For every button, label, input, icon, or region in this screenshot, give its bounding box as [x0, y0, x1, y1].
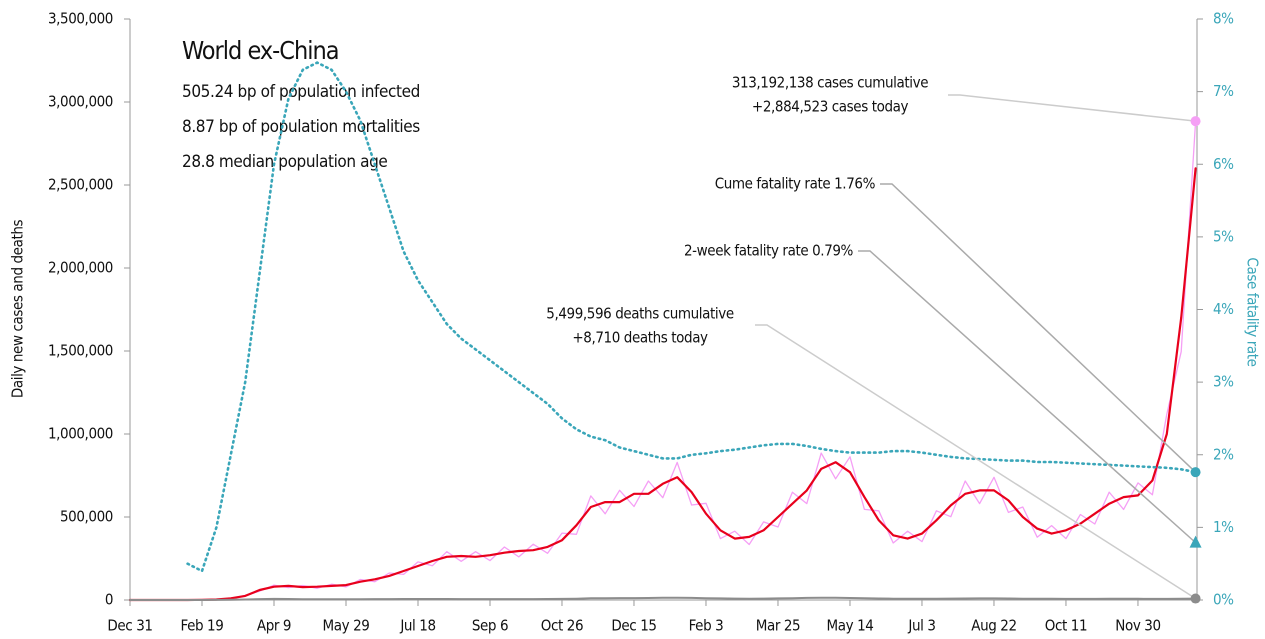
x-tick-label: Sep 6 [472, 617, 508, 635]
x-tick-label: Dec 15 [611, 617, 656, 635]
annotation: +8,710 deaths today [572, 329, 708, 347]
y-tick-label: 500,000 [60, 508, 113, 526]
y2-tick-label: 1% [1213, 518, 1234, 536]
y-tick-label: 0 [105, 591, 113, 609]
leader-line [755, 324, 1196, 600]
y-tick-label: 3,000,000 [48, 93, 113, 111]
x-tick-label: Apr 9 [257, 617, 291, 635]
y-axis-label: Daily new cases and deaths [9, 220, 27, 399]
end-marker [1190, 116, 1201, 127]
x-tick-label: Jul 3 [907, 617, 935, 635]
y2-tick-label: 6% [1213, 155, 1234, 173]
chart-title: World ex-China [182, 36, 339, 65]
series-line [128, 167, 1197, 602]
x-tick-label: Nov 30 [1115, 617, 1160, 635]
x-tick-label: Dec 31 [107, 617, 152, 635]
end-marker [1190, 467, 1201, 478]
y-tick-label: 1,500,000 [48, 342, 113, 360]
annotation: 2-week fatality rate 0.79% [684, 242, 854, 260]
leader-line [880, 183, 1197, 473]
y-tick-label: 2,000,000 [48, 259, 113, 277]
y2-tick-label: 3% [1213, 373, 1234, 391]
annotation: +2,884,523 cases today [752, 98, 909, 116]
subtitle: 505.24 bp of population infected [182, 82, 420, 102]
x-tick-label: Feb 19 [181, 617, 224, 635]
x-tick-label: Jul 18 [399, 617, 435, 635]
y2-tick-label: 7% [1213, 82, 1234, 100]
end-marker [1190, 593, 1201, 604]
y-tick-label: 2,500,000 [48, 176, 113, 194]
end-marker [1189, 535, 1202, 548]
x-tick-label: Aug 22 [971, 617, 1016, 635]
y-tick-label: 3,500,000 [48, 10, 113, 28]
y2-tick-label: 0% [1213, 591, 1234, 609]
annotation: 5,499,596 deaths cumulative [546, 305, 734, 323]
y2-tick-label: 8% [1213, 10, 1234, 28]
y2-tick-label: 2% [1213, 445, 1234, 463]
subtitle: 28.8 median population age [182, 152, 387, 172]
leader-line [948, 94, 1196, 122]
x-tick-label: May 29 [323, 617, 370, 635]
y-tick-label: 1,000,000 [48, 425, 113, 443]
y2-tick-label: 5% [1213, 227, 1234, 245]
x-tick-label: Feb 3 [689, 617, 724, 635]
series-line [129, 596, 1197, 601]
x-tick-label: May 14 [826, 617, 873, 635]
series-line [186, 61, 1197, 573]
y2-axis-label: Case fatality rate [1244, 257, 1262, 366]
subtitle: 8.87 bp of population mortalities [182, 117, 420, 137]
y2-tick-label: 4% [1213, 300, 1234, 318]
annotation: 313,192,138 cases cumulative [732, 74, 928, 92]
annotation: Cume fatality rate 1.76% [715, 175, 876, 193]
x-tick-label: Oct 26 [541, 617, 583, 635]
leader-line [858, 250, 1197, 544]
x-tick-label: Mar 25 [756, 617, 801, 635]
x-tick-label: Oct 11 [1045, 617, 1087, 635]
